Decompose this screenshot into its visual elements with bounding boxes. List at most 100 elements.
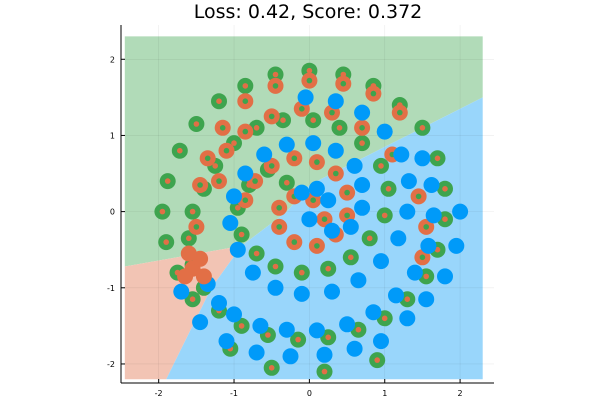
point-blue-outer: [373, 253, 389, 270]
point-blue-outer: [350, 272, 367, 289]
point-green-predicted-orange: [378, 163, 384, 169]
point-green-predicted-orange: [306, 67, 313, 74]
point-green-predicted-orange: [295, 336, 301, 343]
point-orange-outer: [177, 268, 194, 285]
point-green-predicted-orange: [359, 140, 365, 146]
point-orange-predicted-green: [197, 182, 203, 188]
point-green-predicted-orange: [235, 205, 241, 211]
point-blue-outer: [365, 304, 382, 321]
point-blue-outer: [278, 321, 295, 338]
chart-title: Loss: 0.42, Score: 0.372: [194, 1, 423, 23]
point-green-predicted-orange: [242, 83, 249, 89]
point-blue-outer: [452, 203, 469, 220]
y-tick-label: -1: [107, 284, 115, 293]
point-blue-outer: [282, 348, 299, 365]
point-orange-predicted-green: [272, 83, 279, 89]
point-blue-outer: [425, 207, 442, 224]
point-green-predicted-orange: [374, 357, 381, 363]
point-orange-predicted-green: [310, 197, 317, 203]
point-green-predicted-orange: [186, 235, 192, 242]
point-green-predicted-orange: [238, 323, 245, 329]
point-green-predicted-orange: [272, 71, 279, 78]
point-blue-outer: [327, 93, 344, 110]
point-blue-outer: [346, 157, 363, 174]
point-orange-predicted-green: [340, 80, 347, 87]
point-blue-outer: [342, 218, 359, 235]
region-green: [124, 36, 483, 267]
point-green-predicted-orange: [164, 178, 171, 184]
point-orange-predicted-green: [344, 212, 350, 219]
point-blue-outer: [252, 317, 269, 334]
x-tick-label: 1: [382, 389, 387, 398]
point-green-predicted-orange: [385, 186, 392, 192]
point-green-predicted-orange: [238, 231, 245, 238]
point-orange-predicted-green: [321, 216, 328, 222]
point-orange-predicted-green: [314, 159, 320, 165]
point-orange-predicted-green: [419, 254, 426, 261]
point-green-predicted-orange: [163, 239, 169, 245]
point-blue-outer: [267, 279, 284, 296]
point-blue-outer: [354, 199, 371, 216]
point-green-predicted-orange: [177, 147, 183, 154]
point-green-predicted-orange: [381, 315, 388, 322]
point-blue-outer: [420, 237, 437, 254]
point-blue-outer: [324, 222, 340, 239]
point-green-predicted-orange: [381, 212, 388, 219]
point-green-predicted-orange: [325, 265, 332, 272]
point-orange-predicted-green: [397, 109, 403, 116]
point-blue-outer: [248, 344, 265, 361]
point-blue-outer: [406, 264, 423, 281]
point-blue-outer: [308, 322, 325, 339]
point-blue-outer: [327, 142, 344, 159]
point-blue-outer: [399, 310, 416, 327]
point-orange-predicted-green: [252, 178, 258, 184]
point-green-predicted-orange: [299, 269, 305, 276]
point-blue-outer: [226, 188, 242, 205]
point-blue-outer: [388, 287, 404, 304]
x-tick-label: -1: [230, 389, 238, 398]
point-green-predicted-orange: [310, 117, 317, 123]
point-orange-predicted-green: [242, 98, 249, 104]
point-orange-predicted-green: [333, 170, 339, 177]
point-orange-predicted-green: [299, 106, 305, 112]
point-orange-predicted-green: [268, 163, 275, 169]
point-green-predicted-orange: [348, 254, 354, 261]
point-orange-predicted-green: [242, 128, 249, 135]
point-green-predicted-orange: [189, 296, 196, 303]
point-orange-predicted-green: [359, 125, 365, 131]
point-orange-predicted-green: [306, 77, 313, 84]
point-blue-outer: [301, 211, 318, 228]
x-tick-label: 0: [307, 389, 312, 398]
point-blue-outer: [399, 203, 416, 220]
point-orange-predicted-green: [329, 109, 335, 116]
point-orange-predicted-green: [223, 147, 230, 154]
point-orange-predicted-green: [276, 224, 283, 230]
point-blue-outer: [316, 346, 333, 363]
point-orange-predicted-green: [291, 239, 298, 245]
decision-regions: [124, 36, 483, 380]
y-tick-label: 0: [110, 208, 115, 217]
point-green-predicted-orange: [442, 186, 448, 192]
point-blue-outer: [308, 180, 325, 197]
point-blue-outer: [448, 237, 465, 254]
data-points: [154, 62, 469, 380]
y-tick-label: 2: [110, 55, 115, 64]
point-blue-outer: [414, 150, 431, 167]
point-green-predicted-orange: [189, 208, 196, 215]
point-orange-predicted-green: [193, 224, 200, 230]
point-orange-predicted-green: [242, 197, 249, 203]
point-green-predicted-orange: [216, 98, 222, 104]
point-green-predicted-orange: [321, 368, 328, 375]
point-green-predicted-orange: [272, 263, 279, 270]
point-blue-outer: [393, 146, 410, 163]
point-green-predicted-orange: [253, 250, 260, 257]
point-blue-outer: [192, 314, 209, 331]
point-blue-outer: [437, 268, 453, 285]
point-blue-outer: [237, 165, 254, 182]
point-green-predicted-orange: [366, 235, 373, 242]
point-orange-outer: [195, 268, 212, 285]
point-blue-outer: [229, 241, 246, 258]
point-green-predicted-orange: [434, 246, 441, 253]
point-orange-predicted-green: [423, 224, 430, 230]
